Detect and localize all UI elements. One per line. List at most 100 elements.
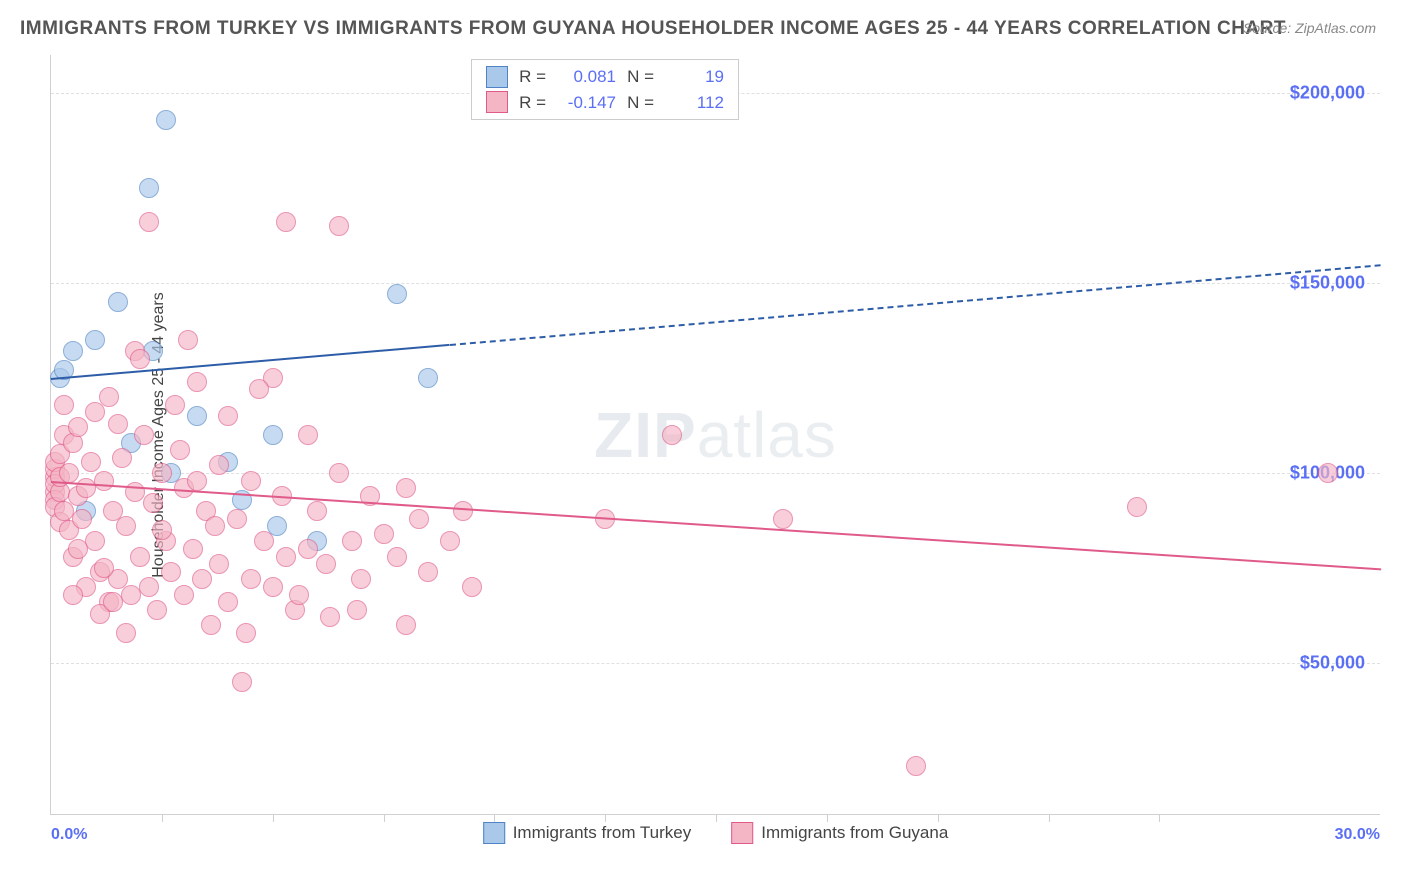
x-tick [494,814,495,822]
scatter-point [263,425,283,445]
stat-r-value: -0.147 [556,90,616,116]
x-tick [384,814,385,822]
x-tick [938,814,939,822]
scatter-point [156,110,176,130]
scatter-point [396,615,416,635]
scatter-point [662,425,682,445]
scatter-point [773,509,793,529]
scatter-point [161,562,181,582]
scatter-point [440,531,460,551]
scatter-point [1318,463,1338,483]
scatter-point [130,547,150,567]
stats-row: R = -0.147 N = 112 [486,90,724,116]
scatter-point [178,330,198,350]
legend-item: Immigrants from Guyana [731,822,948,844]
x-tick [1049,814,1050,822]
scatter-point [906,756,926,776]
scatter-point [374,524,394,544]
scatter-point [183,539,203,559]
scatter-point [232,672,252,692]
y-tick-label: $50,000 [1300,653,1365,674]
scatter-point [165,395,185,415]
chart-title: IMMIGRANTS FROM TURKEY VS IMMIGRANTS FRO… [20,18,1286,40]
scatter-point [68,539,88,559]
legend-label: Immigrants from Turkey [513,823,692,843]
scatter-point [85,330,105,350]
scatter-point [276,212,296,232]
stat-label: R = [518,64,546,90]
scatter-point [387,547,407,567]
scatter-point [320,607,340,627]
scatter-point [68,417,88,437]
series-swatch-icon [486,91,508,113]
series-legend: Immigrants from Turkey Immigrants from Gu… [483,822,949,844]
scatter-point [307,501,327,521]
stat-n-value: 112 [664,90,724,116]
correlation-stats-box: R = 0.081 N = 19 R = -0.147 N = 112 [471,59,739,120]
scatter-point [108,292,128,312]
scatter-point [72,509,92,529]
gridline [51,663,1380,664]
scatter-point [147,600,167,620]
stat-n-value: 19 [664,64,724,90]
scatter-point [201,615,221,635]
scatter-point [396,478,416,498]
scatter-point [418,368,438,388]
x-tick [605,814,606,822]
scatter-point [63,585,83,605]
stat-label: N = [626,64,654,90]
watermark: ZIPatlas [594,398,837,472]
scatter-point [170,440,190,460]
trend-line [51,344,450,380]
scatter-point [329,463,349,483]
scatter-point [94,471,114,491]
scatter-point [453,501,473,521]
x-tick [162,814,163,822]
x-tick [273,814,274,822]
series-swatch-icon [731,822,753,844]
trend-line [450,264,1381,346]
y-tick-label: $200,000 [1290,83,1365,104]
scatter-point [342,531,362,551]
scatter-point [152,463,172,483]
scatter-point [462,577,482,597]
series-swatch-icon [486,66,508,88]
stat-r-value: 0.081 [556,64,616,90]
scatter-point [139,212,159,232]
scatter-point [347,600,367,620]
scatter-point [152,520,172,540]
scatter-point [112,448,132,468]
scatter-point [85,531,105,551]
scatter-point [81,452,101,472]
x-axis-min-label: 0.0% [51,826,87,844]
x-axis-max-label: 30.0% [1335,826,1380,844]
stat-label: N = [626,90,654,116]
y-tick-label: $150,000 [1290,273,1365,294]
legend-label: Immigrants from Guyana [761,823,948,843]
scatter-point [298,539,318,559]
source-label: Source: ZipAtlas.com [1243,20,1376,36]
scatter-point [174,585,194,605]
scatter-point [298,425,318,445]
scatter-point [209,554,229,574]
scatter-point [316,554,336,574]
scatter-point [387,284,407,304]
x-tick [827,814,828,822]
scatter-point [103,592,123,612]
scatter-point [59,463,79,483]
x-tick [1159,814,1160,822]
scatter-point [254,531,274,551]
scatter-point [99,387,119,407]
scatter-point [205,516,225,536]
scatter-point [241,569,261,589]
scatter-point [1127,497,1147,517]
scatter-point [139,577,159,597]
scatter-point [139,178,159,198]
stat-label: R = [518,90,546,116]
scatter-point [108,414,128,434]
scatter-point [116,516,136,536]
scatter-point [116,623,136,643]
trend-line [51,481,1381,570]
scatter-point [130,349,150,369]
scatter-point [187,372,207,392]
